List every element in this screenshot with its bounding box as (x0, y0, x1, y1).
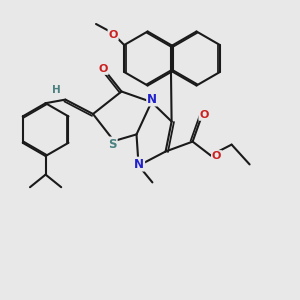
Text: N: N (147, 92, 157, 106)
Text: O: O (212, 151, 221, 161)
Text: H: H (52, 85, 61, 95)
Text: O: O (98, 64, 108, 74)
Text: O: O (108, 30, 118, 40)
Text: S: S (108, 137, 117, 151)
Text: N: N (134, 158, 144, 171)
Text: O: O (199, 110, 209, 120)
